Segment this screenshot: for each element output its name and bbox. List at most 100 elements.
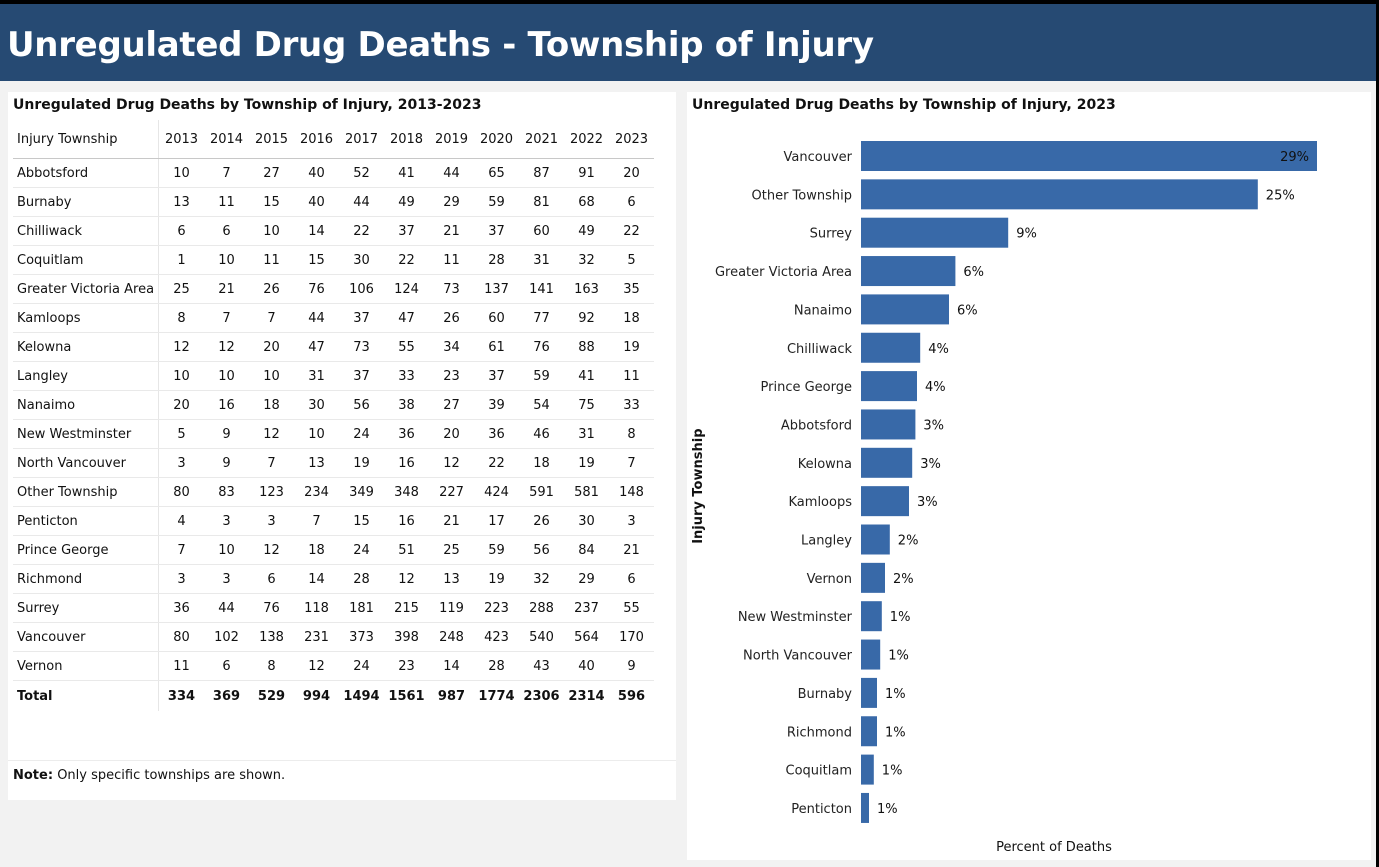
table-cell: 591 [519, 477, 564, 507]
table-cell: 33 [609, 390, 654, 420]
table-cell: 49 [564, 216, 609, 246]
table-cell: 24 [339, 535, 384, 565]
table-cell: 1 [158, 245, 204, 275]
total-cell: 334 [167, 688, 196, 704]
table-cell: 3 [609, 506, 654, 536]
category-label: Burnaby [798, 687, 853, 702]
table-cell: 22 [609, 216, 654, 246]
bar [861, 217, 1009, 248]
table-cell: 26 [249, 274, 294, 304]
table-cell: 7 [249, 303, 294, 333]
table-cell: 12 [204, 332, 249, 362]
table-cell: 59 [474, 187, 519, 217]
table-cell: 25 [158, 274, 204, 304]
table-cell: 6 [158, 216, 204, 246]
table-row: Kelowna 12 12 20 47 73 55 34 61 76 88 19 [13, 332, 654, 362]
data-label: 25% [1266, 188, 1295, 203]
note-label: Note: [13, 768, 54, 783]
row-township-name: Surrey [13, 593, 159, 623]
table-cell: 88 [564, 332, 609, 362]
table-cell: 20 [249, 332, 294, 362]
table-cell: 22 [474, 448, 519, 478]
table-cell: 76 [519, 332, 564, 362]
table-cell: 102 [204, 622, 249, 652]
table-cell: 76 [294, 274, 339, 304]
table-cell: 10 [294, 419, 339, 449]
table-cell: 43 [519, 651, 564, 681]
category-label: Prince George [761, 380, 852, 395]
table-cell: 37 [384, 216, 429, 246]
row-township-name: Richmond [13, 564, 159, 594]
column-header-year: 2013 [158, 120, 204, 159]
table-cell: 44 [294, 303, 339, 333]
table-cell: 8 [249, 651, 294, 681]
table-cell: 40 [294, 187, 339, 217]
bar [861, 256, 956, 287]
total-cell: 369 [212, 688, 241, 704]
table-cell: 21 [609, 535, 654, 565]
table-cell: 59 [474, 535, 519, 565]
table-cell: 49 [384, 187, 429, 217]
table-cell: 20 [158, 390, 204, 420]
table-cell: 18 [294, 535, 339, 565]
table-row: Other Township 80 83 123 234 349 348 227 424 591 5… [13, 477, 654, 507]
x-axis-label: Percent of Deaths [996, 840, 1112, 855]
note-divider [8, 760, 676, 761]
table-cell: 4 [158, 506, 204, 536]
table-total-row: Total 334 369 529 994 1494 1561 987 1774 2306 2314… [13, 680, 654, 711]
column-header-year: 2015 [249, 120, 294, 159]
data-label: 1% [885, 687, 906, 702]
row-township-name: Other Township [13, 477, 159, 507]
table-cell: 76 [249, 593, 294, 623]
table-cell: 7 [249, 448, 294, 478]
table-cell: 6 [204, 651, 249, 681]
table-cell: 9 [204, 448, 249, 478]
table-cell: 37 [474, 361, 519, 391]
category-label: Nanaimo [794, 303, 852, 318]
table-cell: 138 [249, 622, 294, 652]
table-cell: 27 [429, 390, 474, 420]
table-cell: 15 [339, 506, 384, 536]
table-cell: 87 [519, 158, 564, 188]
data-label: 29% [1280, 150, 1309, 165]
table-cell: 34 [429, 332, 474, 362]
table-cell: 106 [339, 274, 384, 304]
bar-chart: Vancouver 29% Other Township 25% Surrey 9% Gre… [691, 141, 1317, 855]
table-cell: 44 [429, 158, 474, 188]
table-cell: 47 [294, 332, 339, 362]
table-cell: 7 [294, 506, 339, 536]
table-cell: 24 [339, 419, 384, 449]
table-cell: 73 [429, 274, 474, 304]
table-cell: 44 [339, 187, 384, 217]
row-township-name: Langley [13, 361, 159, 391]
total-cell: 1561 [388, 688, 425, 704]
row-township-name: Abbotsford [13, 158, 159, 188]
bar [861, 601, 882, 632]
column-header-year: 2017 [339, 120, 384, 159]
deaths-table: Injury Township 2013 2014 2015 2016 2017 2018… [13, 120, 654, 711]
bar [861, 371, 917, 402]
y-axis-label: Injury Township [691, 428, 706, 543]
table-cell: 37 [339, 361, 384, 391]
table-cell: 36 [474, 419, 519, 449]
category-label: North Vancouver [743, 649, 853, 664]
bar [861, 294, 949, 325]
table-cell: 18 [249, 390, 294, 420]
table-row: Abbotsford 10 7 27 40 52 41 44 65 87 91 20 [13, 158, 654, 188]
table-cell: 11 [249, 245, 294, 275]
table-cell: 14 [429, 651, 474, 681]
table-cell: 24 [339, 651, 384, 681]
table-cell: 28 [474, 245, 519, 275]
data-label: 4% [928, 342, 949, 357]
category-label: New Westminster [738, 610, 853, 625]
table-cell: 41 [564, 361, 609, 391]
table-cell: 7 [609, 448, 654, 478]
row-township-name: Coquitlam [13, 245, 159, 275]
table-cell: 28 [339, 564, 384, 594]
table-cell: 248 [429, 622, 474, 652]
table-cell: 22 [339, 216, 384, 246]
table-row: Richmond 3 3 6 14 28 12 13 19 32 29 6 [13, 564, 654, 594]
table-cell: 19 [564, 448, 609, 478]
total-cell: 2306 [523, 688, 560, 704]
table-cell: 60 [474, 303, 519, 333]
